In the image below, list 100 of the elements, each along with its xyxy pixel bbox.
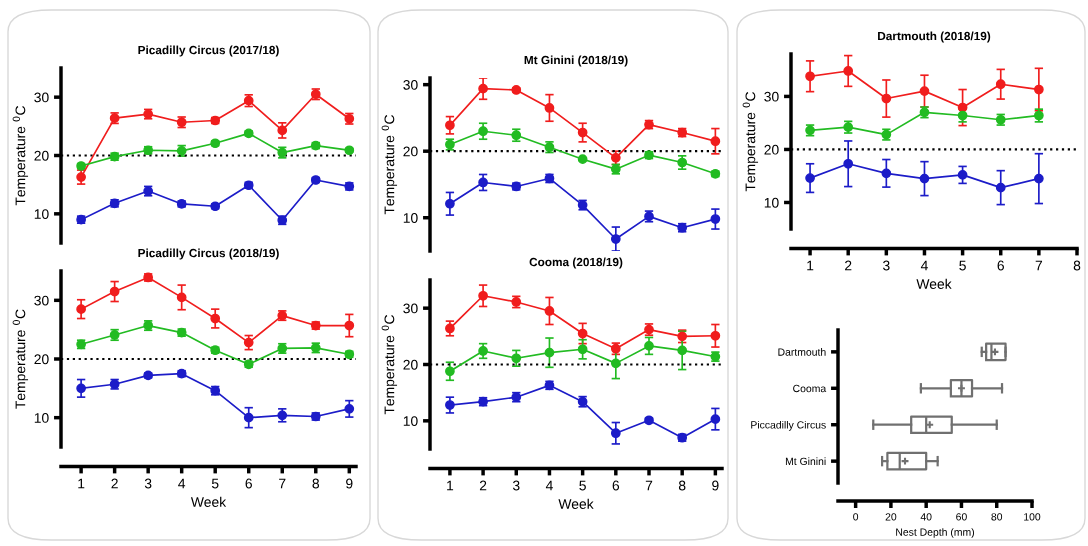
point xyxy=(843,66,854,76)
y-tick-label: 30 xyxy=(34,92,49,103)
point xyxy=(344,404,355,414)
x-tick-label: 5 xyxy=(211,478,219,489)
x-tick-label: 40 xyxy=(920,513,932,521)
x-tick-label: 2 xyxy=(111,478,118,489)
x-tick-label: 100 xyxy=(1024,513,1041,521)
x-tick-label: 80 xyxy=(991,513,1003,521)
point xyxy=(710,330,721,341)
x-axis-title: Week xyxy=(558,498,594,509)
y-tick-label: 30 xyxy=(764,91,779,102)
point xyxy=(995,79,1006,90)
y-axis-title: Temperature $^{0}$C xyxy=(742,92,759,192)
point xyxy=(544,347,555,358)
y-tick-label: 20 xyxy=(403,146,418,157)
point xyxy=(1034,84,1044,95)
point xyxy=(344,320,355,331)
y-tick-label: 20 xyxy=(764,144,779,155)
x-axis-title: Week xyxy=(916,278,952,289)
x-tick-label: 4 xyxy=(920,260,928,271)
x-tick-label: 8 xyxy=(1073,260,1081,271)
y-tick-label: Piccadilly Circus xyxy=(751,420,826,431)
point xyxy=(577,127,588,138)
y-tick-label: 30 xyxy=(403,79,418,90)
y-tick-label: Dartmouth xyxy=(778,348,826,356)
x-tick-label: 3 xyxy=(883,260,890,271)
chart-title: Picadilly Circus (2017/18) xyxy=(138,45,279,57)
point xyxy=(544,103,555,113)
x-tick-label: 3 xyxy=(512,480,520,491)
point xyxy=(919,173,930,184)
y-tick-label: Cooma xyxy=(793,384,827,393)
x-tick-label: 6 xyxy=(245,478,252,489)
point xyxy=(478,177,488,188)
x-tick-label: 20 xyxy=(885,513,897,521)
x-tick-label: 1 xyxy=(807,260,814,271)
point xyxy=(881,168,892,179)
chart-title: Picadilly Circus (2018/19) xyxy=(138,248,279,260)
y-axis-title: Temperature $^{0}$C xyxy=(12,106,29,206)
y-tick-label: 10 xyxy=(34,413,49,423)
point xyxy=(176,292,187,303)
x-tick-label: 5 xyxy=(579,480,586,491)
y-tick-label: Mt Ginini xyxy=(785,457,826,466)
point xyxy=(610,358,621,369)
point xyxy=(76,383,86,394)
point xyxy=(843,158,854,169)
y-axis-title: Temperature $^{0}$C xyxy=(381,115,398,215)
x-tick-label: 1 xyxy=(447,480,454,491)
point xyxy=(919,86,930,96)
x-tick-label: 4 xyxy=(178,478,186,489)
x-tick-label: 2 xyxy=(845,260,852,271)
x-axis-title: Nest Depth (mm) xyxy=(896,528,974,538)
point xyxy=(577,154,588,165)
point xyxy=(445,120,455,131)
x-tick-label: 2 xyxy=(479,480,487,491)
x-tick-label: 8 xyxy=(312,478,320,489)
point xyxy=(957,170,968,180)
y-axis-title: Temperature $^{0}$C xyxy=(12,309,29,409)
point xyxy=(881,93,892,104)
x-tick-label: 7 xyxy=(279,478,286,489)
point xyxy=(805,71,815,82)
chart-title: Cooma (2018/19) xyxy=(529,257,623,269)
point xyxy=(243,412,254,423)
point xyxy=(210,313,221,324)
point xyxy=(277,125,288,136)
point xyxy=(677,345,688,356)
point xyxy=(478,290,488,301)
point xyxy=(109,286,120,297)
x-tick-label: 6 xyxy=(997,260,1004,271)
chart-title: Dartmouth (2018/19) xyxy=(878,31,991,43)
point xyxy=(478,126,488,137)
y-tick-label: 30 xyxy=(403,303,418,314)
x-tick-label: 7 xyxy=(645,480,653,491)
x-tick-label: 4 xyxy=(545,480,553,491)
point xyxy=(577,344,588,355)
x-tick-label: 60 xyxy=(956,513,967,521)
point xyxy=(544,306,555,316)
x-tick-label: 3 xyxy=(144,478,152,489)
x-axis-title: Week xyxy=(190,496,227,507)
point xyxy=(644,341,654,351)
x-tick-label: 1 xyxy=(78,478,85,489)
x-tick-label: 9 xyxy=(346,478,353,489)
y-tick-label: 10 xyxy=(403,213,418,223)
point xyxy=(610,428,621,439)
x-tick-label: 5 xyxy=(959,260,966,271)
point xyxy=(76,304,86,314)
point xyxy=(577,328,588,339)
y-tick-label: 20 xyxy=(34,354,49,365)
point xyxy=(995,182,1006,193)
point xyxy=(478,346,488,356)
chart-title: Mt Ginini (2018/19) xyxy=(524,55,628,67)
x-tick-label: 9 xyxy=(712,480,719,491)
point xyxy=(710,214,721,224)
point xyxy=(511,353,522,364)
point xyxy=(478,83,488,94)
y-tick-label: 10 xyxy=(403,416,418,426)
x-tick-label: 6 xyxy=(612,480,620,491)
point xyxy=(957,102,968,113)
point xyxy=(610,234,621,244)
point xyxy=(445,366,455,377)
y-tick-label: 20 xyxy=(34,150,49,161)
